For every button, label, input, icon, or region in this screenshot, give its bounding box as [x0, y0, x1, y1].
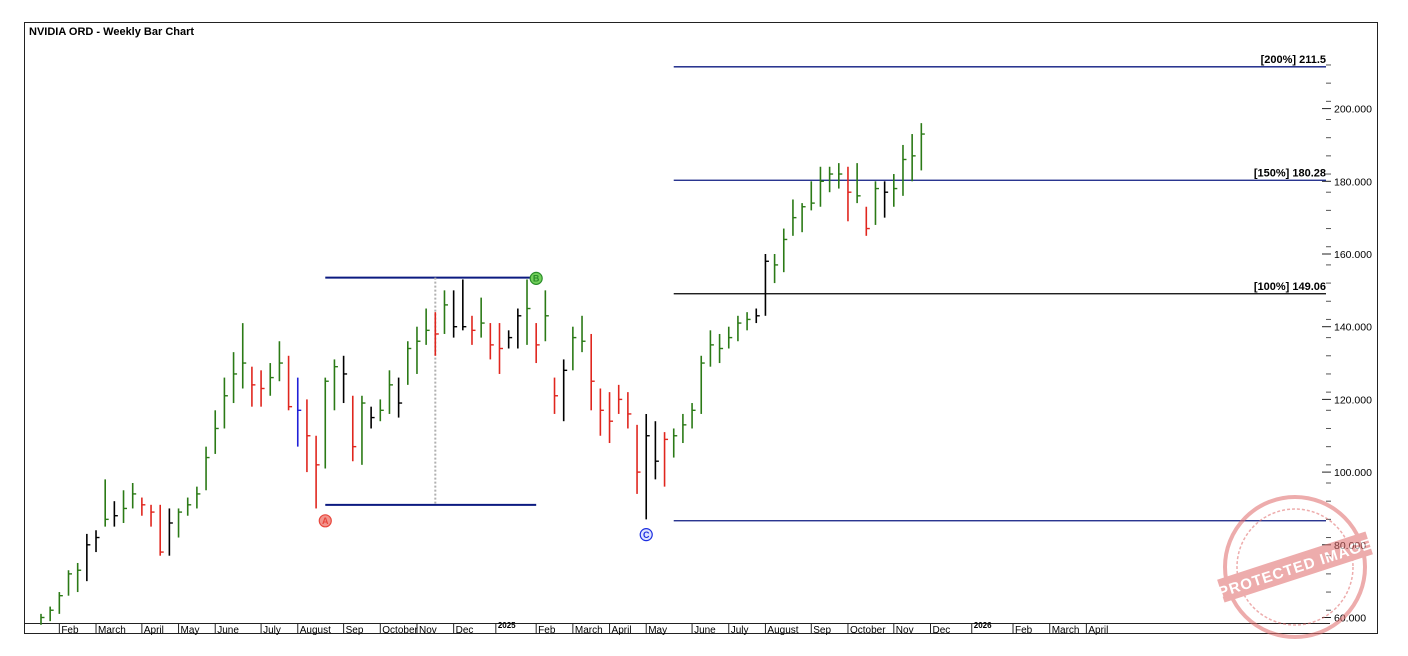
chart-frame: NVIDIA ORD - Weekly Bar Chart — [24, 22, 1378, 634]
x-year-label: 2026 — [974, 621, 992, 630]
x-tick-label: Nov — [419, 625, 437, 636]
y-tick-label: 160.000 — [1334, 249, 1372, 261]
x-tick-label: April — [612, 625, 632, 636]
x-tick-label: Feb — [538, 625, 556, 636]
axis-labels-group: 60.00080.000100.000120.000140.000160.000… — [61, 104, 1372, 636]
fib-level-label: [150%] 180.28 — [1254, 167, 1326, 179]
stamp-text: PROTECTED IMAGE — [1216, 535, 1374, 601]
x-tick-label: October — [382, 625, 418, 636]
pivot-marker — [318, 514, 332, 528]
x-tick-label: March — [1052, 625, 1080, 636]
pivot-label: A — [322, 516, 329, 526]
x-tick-label: October — [850, 625, 886, 636]
y-tick-label: 120.000 — [1334, 394, 1372, 406]
price-bars-group — [40, 123, 925, 625]
axis-ticks-group — [24, 64, 1331, 633]
x-tick-label: March — [98, 625, 126, 636]
y-tick-label: 180.000 — [1334, 176, 1372, 188]
stamp-outer-ring — [1223, 495, 1367, 639]
stamp-band-rect — [1217, 531, 1373, 603]
pivot-markers-group: A B C — [318, 271, 653, 542]
x-tick-label: April — [144, 625, 164, 636]
x-tick-label: Sep — [346, 625, 364, 636]
x-year-label: 2025 — [498, 621, 516, 630]
pivot-marker — [529, 271, 543, 285]
x-tick-label: Sep — [813, 625, 831, 636]
x-tick-label: June — [217, 625, 239, 636]
pivot-marker — [639, 528, 653, 542]
x-tick-label: August — [767, 625, 798, 636]
y-tick-label: 200.000 — [1334, 104, 1372, 116]
x-tick-label: May — [648, 625, 667, 636]
fib-level-label: [100%] 149.06 — [1254, 281, 1326, 293]
x-tick-label: Dec — [456, 625, 474, 636]
chart-title: NVIDIA ORD - Weekly Bar Chart — [29, 26, 195, 38]
x-tick-label: July — [731, 625, 749, 636]
x-tick-label: Feb — [61, 625, 79, 636]
x-tick-label: May — [181, 625, 200, 636]
x-tick-label: June — [694, 625, 716, 636]
x-tick-label: March — [575, 625, 603, 636]
y-tick-label: 60.000 — [1334, 613, 1366, 625]
x-tick-label: August — [300, 625, 331, 636]
x-tick-label: Nov — [896, 625, 914, 636]
fib-levels-group: [200%] 211.5 [150%] 180.28 [100%] 149.06 — [325, 54, 1326, 522]
x-tick-label: Feb — [1015, 625, 1033, 636]
x-tick-label: April — [1088, 625, 1108, 636]
y-tick-label: 140.000 — [1334, 322, 1372, 334]
x-tick-label: Dec — [932, 625, 950, 636]
stamp-band: PROTECTED IMAGE — [1216, 531, 1375, 603]
pivot-label: C — [643, 530, 650, 540]
pivot-label: B — [533, 274, 540, 284]
y-tick-label: 100.000 — [1334, 467, 1372, 479]
fib-level-label: [200%] 211.5 — [1261, 54, 1326, 66]
stamp-inner-ring — [1236, 508, 1354, 626]
x-tick-label: July — [263, 625, 281, 636]
